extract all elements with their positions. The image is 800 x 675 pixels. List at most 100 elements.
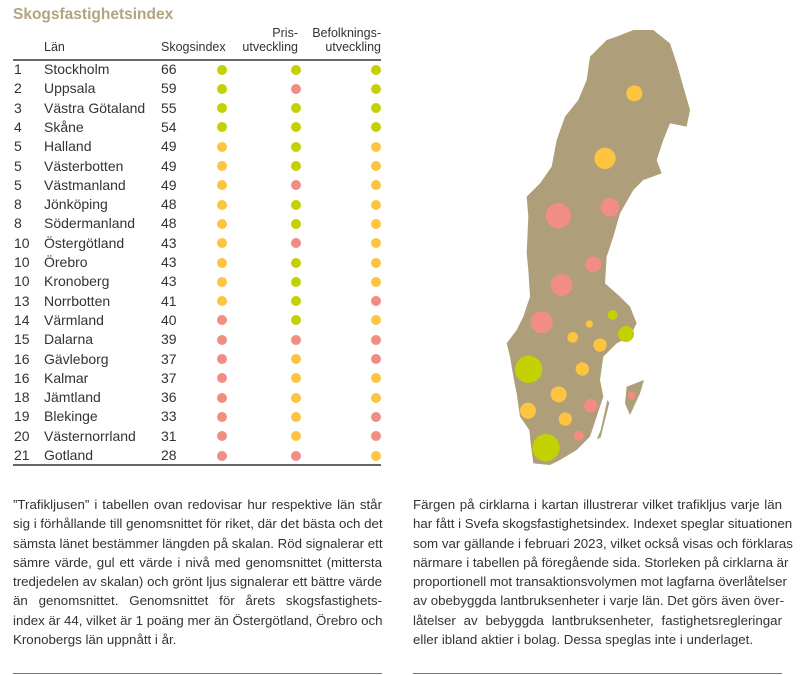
text-line: proportionell mot transaktionsvolymen mo… [413,574,787,590]
befolkning-dot [371,64,381,75]
befolkning-dot [371,373,381,384]
befolkning-dot [371,296,381,307]
skogsindex-dot [217,122,227,133]
table-row: 1 Stockholm 66 [0,60,400,79]
table-row: 16 Kalmar 37 [0,369,400,388]
skogsindex-dot [217,411,227,422]
county-name: Värmland [44,311,104,328]
text-line: sig i förhållande till genomsnittet för … [13,516,383,532]
pris-dot [291,334,301,345]
table-row: 5 Västmanland 49 [0,176,400,195]
skogsindex-dot [217,373,227,384]
index-value: 49 [161,157,177,174]
pris-dot [291,161,301,171]
county-name: Norrbotten [44,292,111,309]
text-line: närmare i tabellen på föregående sida. S… [413,554,789,570]
county-circle [575,362,589,376]
table-row: 5 Västerbotten 49 [0,157,400,176]
county-circle [627,391,636,400]
rank: 20 [14,427,30,444]
skogsindex-dot [217,315,227,326]
index-value: 43 [161,234,177,251]
table-row: 20 Västernorrland 31 [0,427,400,446]
sweden-outline [506,30,690,465]
rank: 5 [14,157,22,174]
bottom-rule-left [13,673,382,674]
table-row: 19 Blekinge 33 [0,407,400,426]
index-value: 54 [161,118,177,135]
table-row: 14 Värmland 40 [0,311,400,330]
text-line: Färgen på cirklarna i kartan illustrerar… [413,497,782,512]
rank: 13 [14,292,30,309]
befolkning-dot [371,450,381,461]
pris-dot [291,373,301,384]
bottom-rule-right [413,673,782,674]
table-row: 16 Gävleborg 37 [0,350,400,369]
county-name: Västmanland [44,176,126,193]
county-circle [530,311,553,334]
rank: 18 [14,389,30,406]
county-name: Östergötland [44,234,125,251]
county-name: Halland [44,138,92,155]
header-bef-line1: Befolknings- [312,26,381,40]
rank: 14 [14,311,30,328]
table-row: 10 Östergötland 43 [0,234,400,253]
header-pris: Pris- utveckling [242,26,298,54]
text-line: låtelser av bebyggda lantbruksenheter, f… [413,612,782,628]
rank: 21 [14,447,30,463]
table-row: 13 Norrbotten 41 [0,292,400,311]
pris-dot [291,180,301,191]
rank: 19 [14,408,30,425]
pris-dot [291,141,301,152]
county-circle [574,430,584,441]
text-line: har fått i Svefa skogsfastighetsindex. I… [413,516,793,532]
skogsindex-dot [217,392,227,403]
skogsindex-dot [217,431,227,442]
county-circles [515,85,643,462]
pris-dot [291,296,301,307]
index-value: 31 [161,427,177,444]
county-circle [593,338,607,352]
county-circle [626,85,643,102]
county-circle [532,434,560,462]
county-name: Kronoberg [44,273,110,290]
skogsindex-dot [217,257,227,268]
header-bef-line2: utveckling [325,40,381,54]
county-name: Örebro [44,254,88,270]
befolkning-dot [371,354,381,364]
header-lan: Län [44,40,65,54]
pris-dot [291,199,301,210]
county-circle [550,274,573,296]
table-row: 10 Kronoberg 43 [0,272,400,291]
text-right: Färgen på cirklarna i kartan illustrerar… [413,495,793,649]
skogsindex-dot [217,334,227,345]
befolkning-dot [371,334,381,345]
text-left: ”Trafikljusen” i tabellen ovan redovisar… [13,495,383,649]
county-name: Blekinge [44,408,98,425]
index-value: 41 [161,292,177,309]
table-row: 3 Västra Götaland 55 [0,99,400,118]
befolkning-dot [371,431,381,442]
skogsindex-dot [217,218,227,229]
text-line: ”Trafikljusen” i tabellen ovan redovisar… [13,497,382,512]
county-name: Västra Götaland [44,99,146,116]
county-circle [618,326,634,342]
rank: 3 [14,99,22,116]
skogsindex-dot [217,161,227,171]
table-row: 18 Jämtland 36 [0,388,400,407]
rank: 5 [14,176,22,193]
befolkning-dot [371,103,381,114]
index-value: 49 [161,176,177,193]
rank: 16 [14,350,30,367]
table-row: 4 Skåne 54 [0,118,400,137]
pris-dot [291,64,301,75]
county-circle [585,320,593,328]
text-line: som var gällande i februari 2023, vilket… [413,535,793,551]
index-value: 49 [161,138,177,155]
header-skogsindex: Skogsindex [161,40,226,54]
table-row: 8 Jönköping 48 [0,195,400,214]
befolkning-dot [371,218,381,229]
pris-dot [291,257,301,268]
oland [596,400,610,440]
index-value: 37 [161,369,177,386]
